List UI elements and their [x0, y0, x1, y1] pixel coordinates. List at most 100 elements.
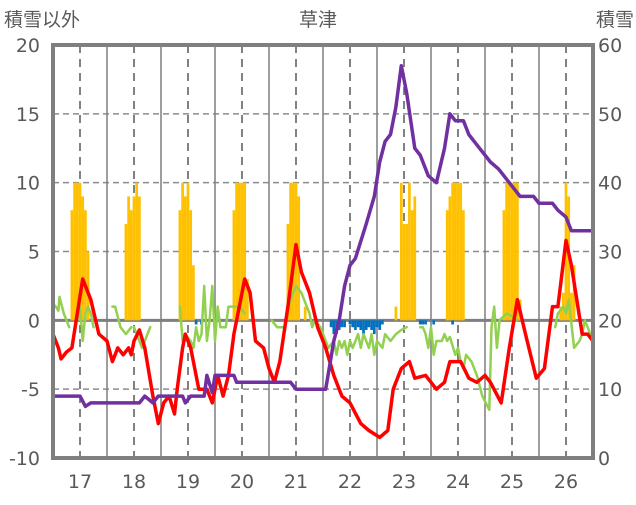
yellow-bar: [192, 265, 195, 321]
purple-series-line: [51, 63, 595, 409]
yellow-bar: [448, 196, 452, 321]
blue-bar: [424, 320, 427, 325]
yellow-bar: [81, 196, 85, 321]
blue-bar: [194, 320, 198, 325]
blue-bar: [329, 320, 333, 328]
blue-bar: [348, 320, 352, 325]
yellow-bar: [402, 223, 406, 321]
yellow-bar: [502, 210, 506, 321]
blue-bar: [332, 320, 336, 335]
yellow-bar: [513, 182, 517, 321]
y-tick-right: 40: [598, 173, 622, 195]
yellow-bar: [394, 306, 398, 321]
yellow-bar: [84, 210, 87, 321]
blue-bar: [432, 320, 436, 325]
yellow-bar: [237, 182, 241, 321]
y-tick-left: 15: [16, 104, 40, 126]
yellow-bar: [445, 210, 449, 321]
blue-bar: [375, 320, 379, 328]
yellow-bar: [559, 306, 562, 321]
yellow-bar: [235, 182, 238, 321]
yellow-bar: [138, 196, 141, 321]
yellow-bar: [132, 196, 136, 321]
x-tick: 26: [554, 471, 578, 493]
yellow-bar: [510, 182, 514, 321]
y-tick-left: 5: [28, 242, 40, 264]
yellow-bar: [405, 223, 409, 321]
yellow-bar: [408, 182, 411, 321]
yellow-bar: [240, 182, 244, 321]
blue-bar: [362, 320, 365, 335]
left-axis-title: 積雪以外: [4, 9, 80, 31]
yellow-bar: [189, 210, 193, 321]
yellow-bar: [70, 210, 74, 321]
blue-bar: [418, 320, 422, 325]
blue-bar: [356, 320, 360, 328]
yellow-bar: [183, 196, 187, 321]
yellow-bar: [410, 210, 414, 321]
yellow-bar: [75, 182, 79, 321]
yellow-bar: [505, 182, 508, 321]
blue-bar: [370, 320, 373, 330]
plot-frame: [51, 43, 595, 460]
yellow-bar: [73, 182, 76, 321]
yellow-bar: [124, 223, 128, 321]
yellow-bar: [286, 223, 290, 321]
blue-bar: [343, 320, 346, 328]
y-tick-right: 10: [598, 379, 622, 401]
blue-bar: [340, 320, 344, 328]
yellow-bar: [232, 210, 236, 321]
yellow-bar: [86, 251, 90, 321]
y-tick-left: 0: [28, 310, 40, 332]
blue-bar: [372, 320, 376, 335]
yellow-bar: [413, 196, 417, 321]
y-tick-right: 30: [598, 242, 622, 264]
yellow-bar: [129, 210, 133, 321]
blue-bar: [364, 320, 368, 330]
yellow-bar: [303, 306, 307, 321]
blue-bar: [378, 320, 382, 330]
yellow-bar: [451, 182, 454, 321]
x-tick: 24: [446, 471, 470, 493]
yellow-bar: [181, 182, 184, 321]
x-tick: 17: [68, 471, 92, 493]
x-tick: 23: [392, 471, 416, 493]
yellow-bar: [459, 182, 463, 321]
yellow-bar: [570, 292, 573, 321]
yellow-bar: [516, 182, 519, 321]
x-tick: 19: [176, 471, 200, 493]
yellow-bar: [456, 182, 460, 321]
x-tick: 22: [338, 471, 362, 493]
blue-bar: [351, 320, 355, 328]
chart-title: 草津: [299, 9, 337, 31]
x-tick: 25: [500, 471, 524, 493]
blue-bar: [421, 320, 425, 325]
x-tick: 18: [122, 471, 146, 493]
yellow-bar: [243, 182, 247, 321]
y-tick-left: 20: [16, 35, 40, 57]
yellow-bar: [78, 182, 82, 321]
yellow-bar: [186, 182, 190, 321]
y-tick-right: 20: [598, 310, 622, 332]
y-tick-left: 10: [16, 173, 40, 195]
y-tick-left: -5: [21, 379, 40, 401]
yellow-bar: [135, 182, 139, 321]
blue-bar: [367, 320, 371, 328]
yellow-bar: [127, 196, 130, 321]
x-tick: 21: [284, 471, 308, 493]
yellow-bar: [291, 182, 295, 321]
yellow-bar: [462, 210, 465, 321]
blue-bar: [354, 320, 357, 330]
y-tick-left: -10: [9, 448, 40, 470]
yellow-bar: [246, 279, 249, 321]
yellow-bar: [178, 210, 182, 321]
yellow-bar: [289, 182, 292, 321]
x-tick: 20: [230, 471, 254, 493]
y-tick-right: 0: [598, 448, 610, 470]
yellow-bar: [399, 182, 403, 321]
blue-bar: [451, 320, 454, 325]
yellow-bar: [507, 182, 511, 321]
y-tick-right: 60: [598, 35, 622, 57]
y-tick-right: 50: [598, 104, 622, 126]
